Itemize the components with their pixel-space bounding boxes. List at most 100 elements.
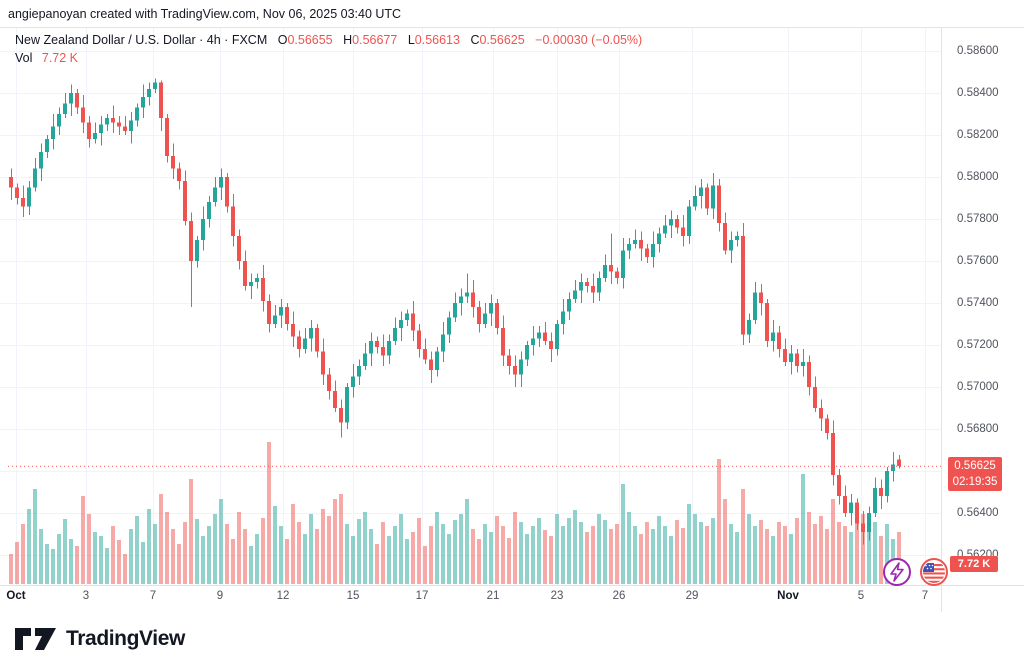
- price-axis-label: 0.58600: [957, 45, 999, 57]
- tradingview-logo[interactable]: TradingView: [14, 626, 185, 652]
- candle-body: [261, 277, 265, 301]
- volume-bar: [465, 499, 469, 584]
- candle-body: [27, 187, 31, 207]
- volume-bar: [321, 509, 325, 584]
- time-axis-label: 12: [276, 590, 290, 602]
- volume-bar: [285, 539, 289, 584]
- candle-body: [435, 351, 439, 371]
- timescale-divider: [0, 585, 1024, 586]
- price-scale-drag-area[interactable]: [941, 27, 1024, 585]
- volume-bar: [225, 524, 229, 584]
- candle-body: [369, 340, 373, 354]
- volume-bar: [849, 532, 853, 584]
- volume-bar: [597, 514, 601, 584]
- volume-bar: [693, 514, 697, 584]
- candle-body: [219, 177, 223, 188]
- volume-bar: [159, 494, 163, 584]
- candle-body: [597, 277, 601, 293]
- candle-body: [669, 219, 673, 226]
- candle-body: [459, 296, 463, 303]
- candle-body: [243, 261, 247, 287]
- time-axis-label: 7: [921, 590, 929, 602]
- candle-body: [201, 219, 205, 240]
- time-scale-drag-area[interactable]: [0, 585, 941, 612]
- footer-bar: TradingView: [0, 612, 1024, 665]
- candle-body: [477, 307, 481, 324]
- candle-body: [753, 292, 757, 320]
- candle-body: [237, 235, 241, 261]
- volume-bar: [747, 514, 751, 584]
- volume-bar: [741, 489, 745, 584]
- candle-body: [93, 132, 97, 140]
- candle-body: [585, 282, 589, 287]
- candle-body: [51, 126, 55, 140]
- candle-body: [855, 502, 859, 524]
- volume-bar: [867, 528, 871, 584]
- volume-bar: [129, 529, 133, 584]
- candle-body: [255, 277, 259, 282]
- volume-bar: [399, 514, 403, 584]
- volume-bar: [639, 534, 643, 584]
- volume-bar: [705, 526, 709, 584]
- candle-body: [627, 244, 631, 251]
- price-axis-label: 0.58200: [957, 129, 999, 141]
- volume-bar: [93, 532, 97, 584]
- candle-body: [189, 221, 193, 261]
- candle-body: [171, 156, 175, 169]
- volume-bar: [603, 520, 607, 584]
- low-value: 0.56613: [414, 33, 460, 47]
- candle-body: [315, 328, 319, 352]
- us-flag-event-icon[interactable]: [918, 556, 950, 588]
- volume-bar: [681, 528, 685, 584]
- candles-layer: [9, 78, 901, 545]
- symbol-title[interactable]: New Zealand Dollar / U.S. Dollar: [15, 33, 196, 47]
- volume-bar: [765, 529, 769, 584]
- candle-body: [159, 82, 163, 119]
- volume-bar: [549, 536, 553, 584]
- volume-layer: [9, 442, 901, 584]
- candle-body: [681, 227, 685, 236]
- volume-bar: [543, 530, 547, 584]
- volume-bar: [519, 522, 523, 584]
- candle-body: [771, 332, 775, 341]
- volume-bar: [309, 514, 313, 584]
- volume-bar: [9, 554, 13, 584]
- candle-body: [543, 332, 547, 341]
- volume-bar: [447, 534, 451, 584]
- candle-body: [411, 313, 415, 331]
- candle-body: [495, 303, 499, 329]
- us-flag-glyph: [923, 563, 945, 583]
- volume-bar: [525, 534, 529, 584]
- volume-bar: [165, 512, 169, 584]
- volume-bar: [861, 514, 865, 584]
- candle-body: [657, 233, 661, 245]
- candle-body: [591, 286, 595, 293]
- candle-body: [567, 298, 571, 312]
- attribution-text: angiepanoyan created with TradingView.co…: [8, 7, 402, 21]
- candle-body: [393, 328, 397, 341]
- candle-body: [285, 307, 289, 324]
- candle-body: [741, 235, 745, 335]
- price-axis-label: 0.56800: [957, 423, 999, 435]
- close-letter: C: [470, 33, 480, 47]
- candle-body: [309, 328, 313, 339]
- volume-bar: [213, 514, 217, 584]
- candle-body: [483, 313, 487, 324]
- volume-bar: [441, 524, 445, 584]
- volume-bar: [375, 544, 379, 584]
- candle-body: [807, 361, 811, 387]
- volume-bar: [699, 522, 703, 584]
- candle-body: [99, 124, 103, 133]
- candle-body: [843, 496, 847, 513]
- interval-label[interactable]: 4h: [206, 33, 221, 47]
- time-axis-label: 29: [685, 590, 699, 602]
- current-price-value: 0.56625: [954, 459, 996, 472]
- volume-bar: [477, 539, 481, 584]
- candle-body: [381, 347, 385, 356]
- close-value: 0.56625: [479, 33, 525, 47]
- lightning-event-icon[interactable]: [881, 556, 913, 588]
- candle-body: [135, 107, 139, 121]
- time-axis-label: 26: [612, 590, 626, 602]
